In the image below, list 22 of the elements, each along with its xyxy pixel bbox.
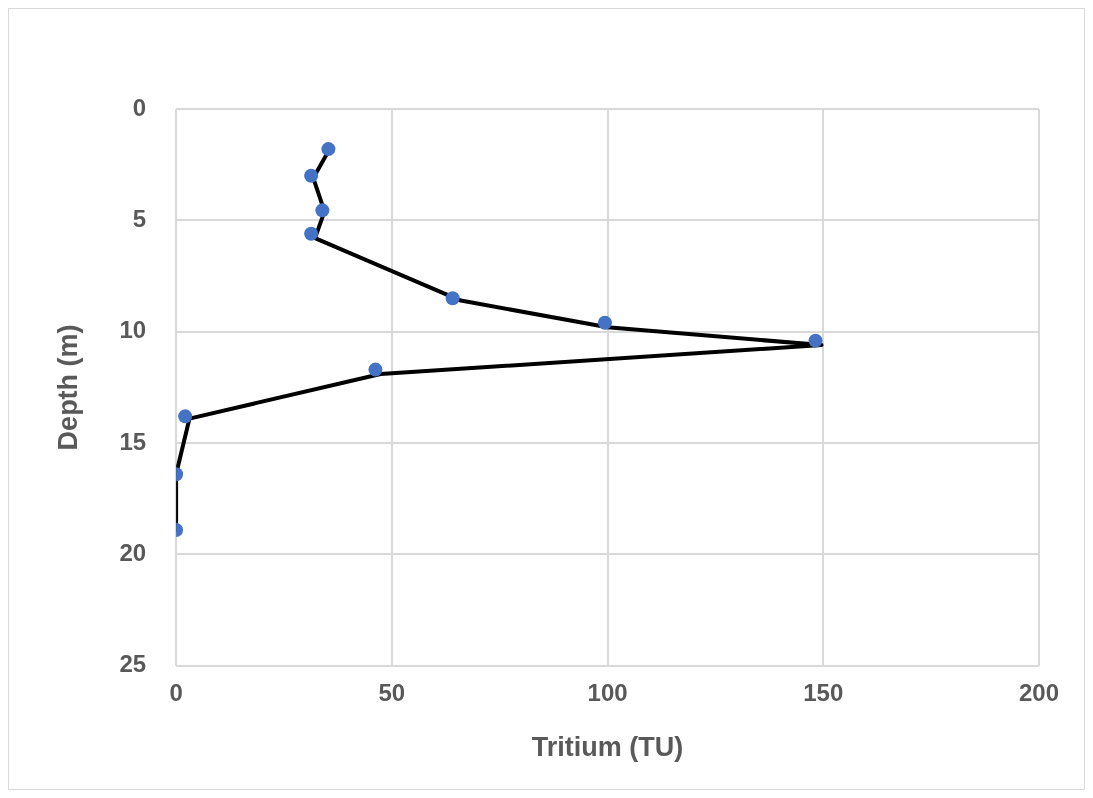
y-tick-label: 5: [132, 204, 147, 232]
y-axis-title: Depth (m): [52, 324, 83, 451]
point: [445, 291, 460, 306]
y-tick-label: 25: [119, 650, 147, 678]
point: [321, 142, 336, 157]
point: [304, 168, 319, 183]
point: [368, 362, 383, 377]
y-tick-label: 15: [119, 427, 147, 455]
point: [597, 315, 612, 330]
x-tick-label: 50: [378, 678, 406, 706]
x-tick-label: 200: [1018, 678, 1060, 706]
y-tick-label: 0: [132, 93, 147, 121]
y-tick-label: 10: [119, 316, 147, 344]
y-tick-label: 20: [119, 539, 147, 567]
point: [315, 203, 330, 218]
point: [304, 226, 319, 241]
point: [178, 409, 193, 424]
x-tick-label: 100: [587, 678, 628, 706]
point: [808, 333, 823, 348]
x-axis-title: Tritium (TU): [531, 732, 684, 763]
x-tick-label: 0: [169, 678, 183, 706]
x-tick-label: 150: [803, 678, 844, 706]
